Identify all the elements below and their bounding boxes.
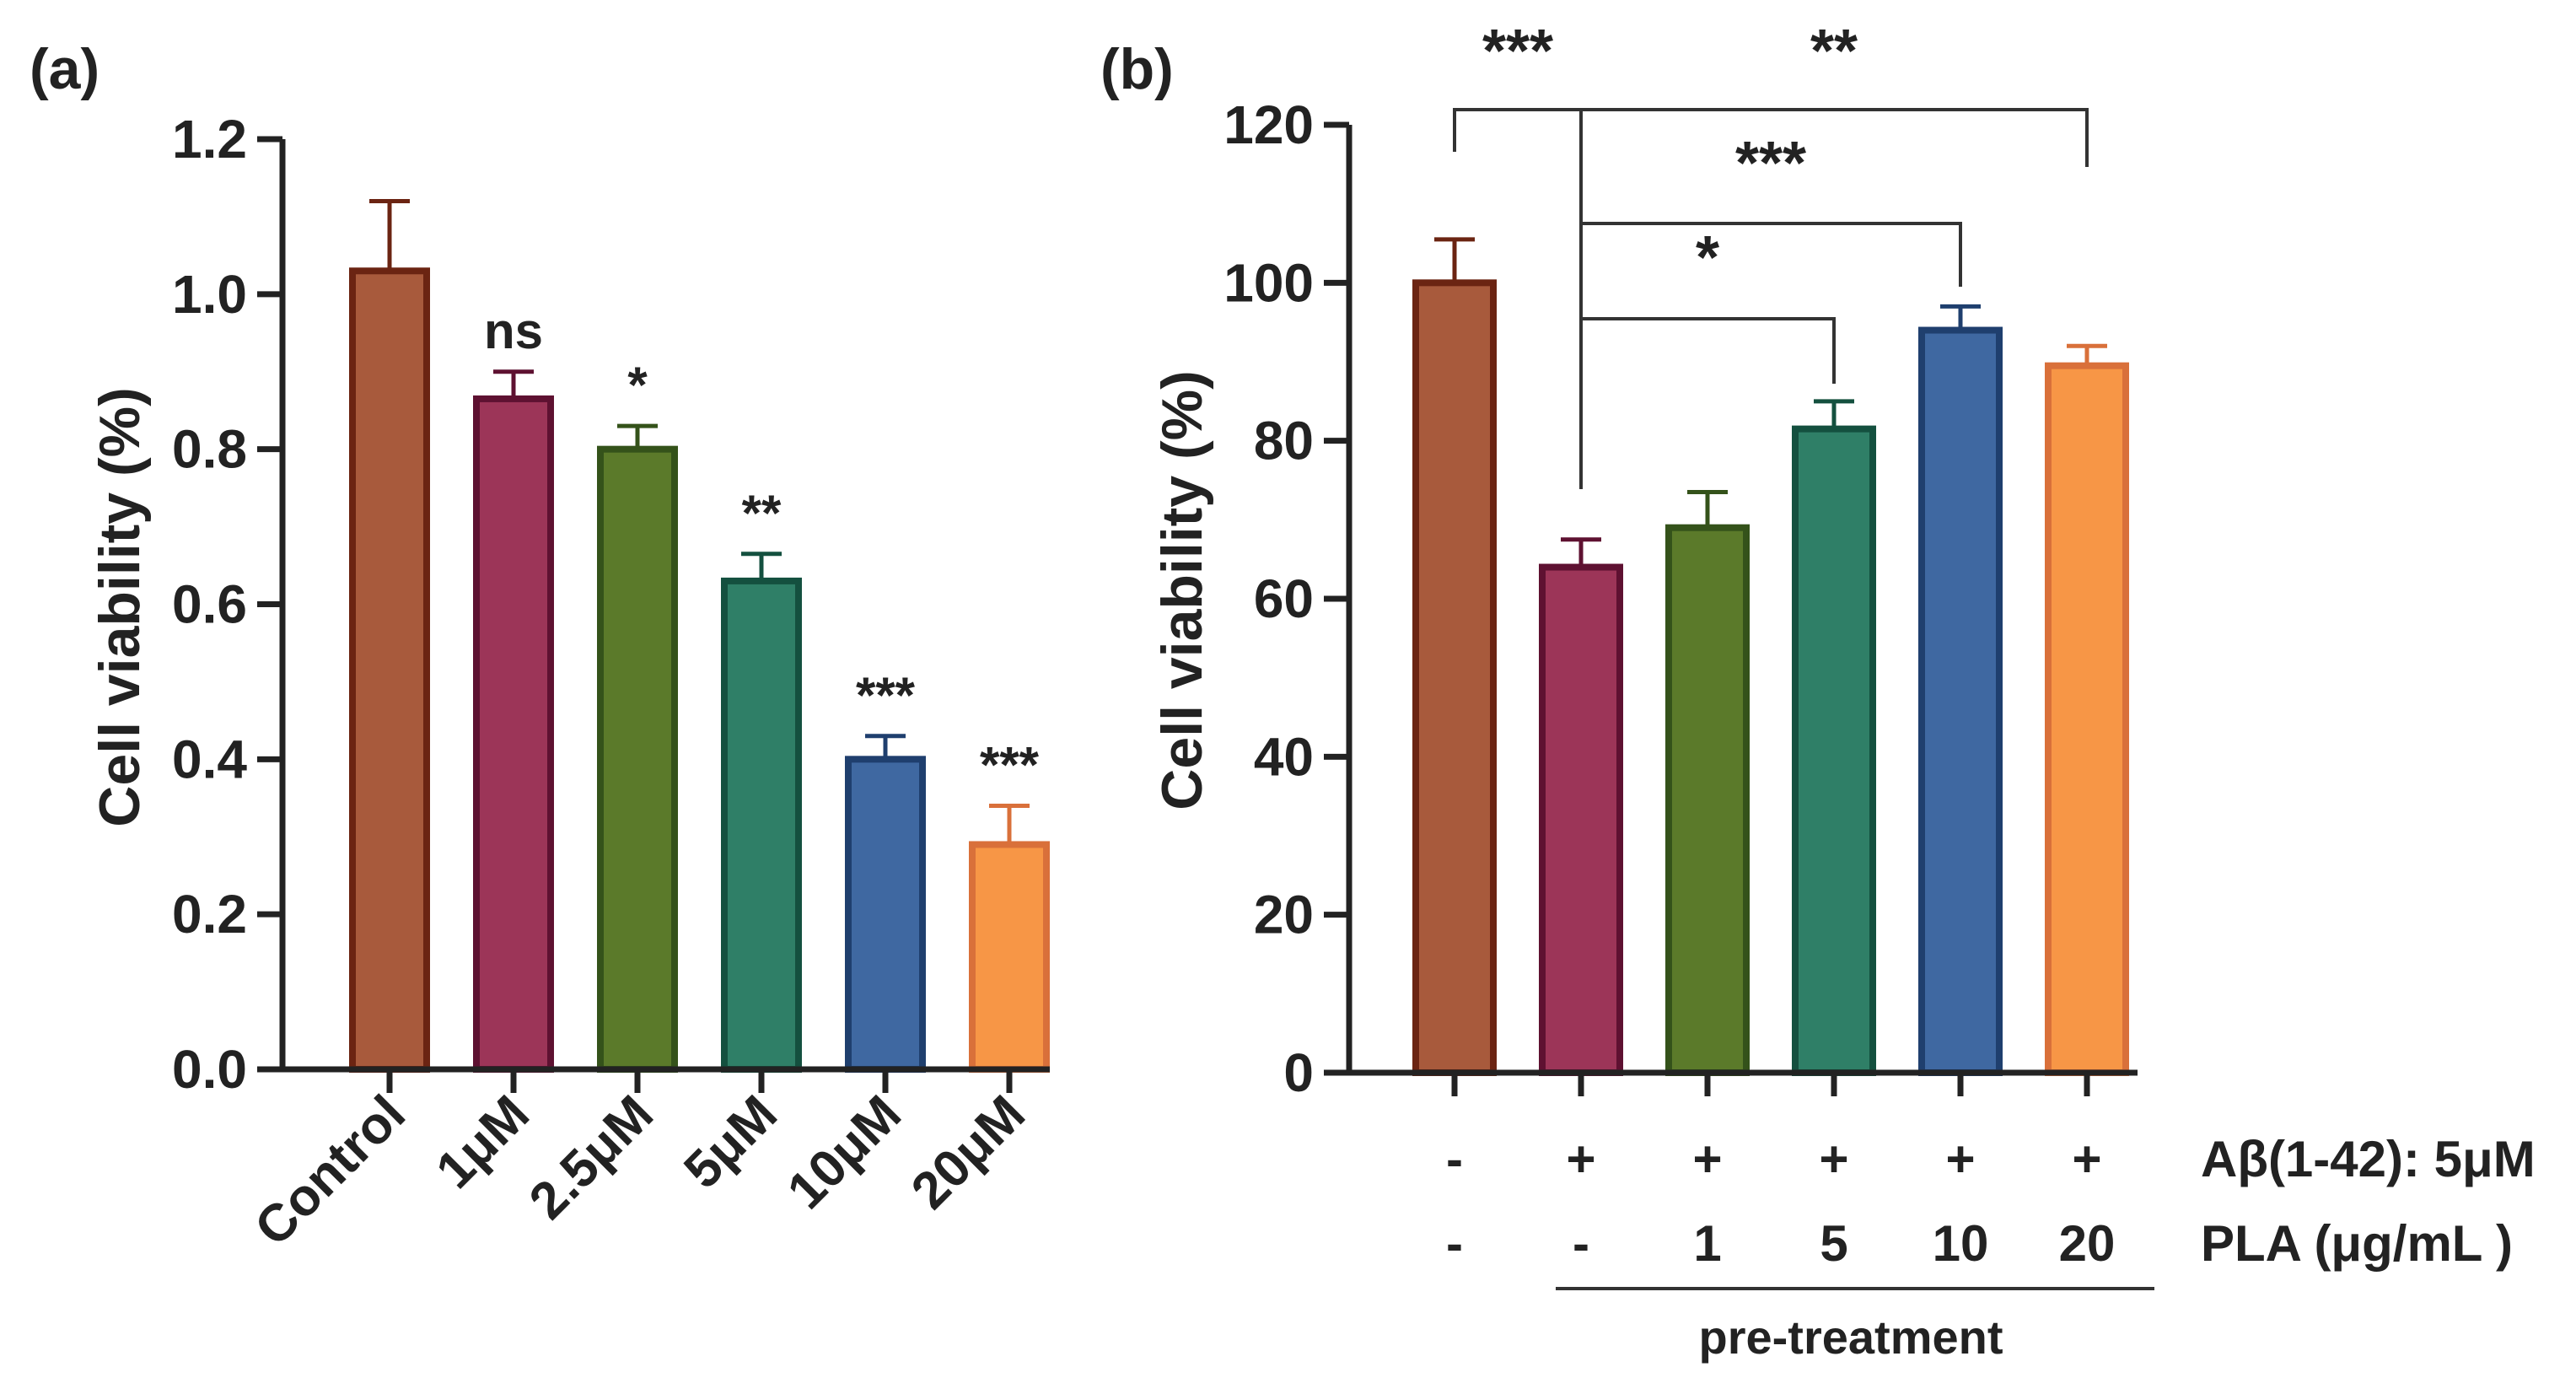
panel-a-y-axis-label: Cell viability (%): [88, 387, 152, 826]
a-y-tick-label: 0.2: [172, 884, 247, 945]
panel-a-category-label: 1μM: [425, 1085, 540, 1200]
panel-b-condition-value: +: [1945, 1131, 1975, 1187]
panel-a-category-label: 2.5μM: [519, 1085, 664, 1230]
b-bar: [1792, 425, 1876, 1077]
panel-b-condition-value: +: [2072, 1131, 2101, 1187]
panel-b-comparison-bracket: [1579, 108, 2089, 167]
a-bar: [969, 841, 1050, 1073]
a-y-tick-label: 0.4: [172, 729, 247, 789]
panel-a-chart: (a) Cell viability (%) 0.0 0.2 0.4 0.6 0.8 1.…: [30, 37, 1050, 1257]
b-bar: [1539, 563, 1623, 1076]
panel-b-condition-value: 10: [1933, 1215, 1989, 1272]
a-y-tick-label: 0.6: [172, 574, 247, 635]
panel-a-label: (a): [30, 37, 99, 101]
panel-a-significance-label: **: [742, 485, 782, 541]
panel-b-condition-value: +: [1692, 1131, 1722, 1187]
pre-treatment-label: pre-treatment: [1699, 1311, 2003, 1364]
panel-b-condition-value: 20: [2059, 1215, 2116, 1272]
a-bar: [721, 577, 802, 1073]
a-y-tick-label: 0.8: [172, 419, 247, 480]
panel-b-condition-label: Aβ(1-42): 5μM: [2201, 1131, 2536, 1187]
panel-a-category-label: 10μM: [777, 1085, 912, 1220]
panel-a-category-label: 20μM: [901, 1085, 1036, 1220]
panel-a-significance-label: ns: [484, 303, 543, 359]
panel-b-condition-value: 1: [1693, 1215, 1721, 1272]
panel-b-comparison-bracket: [1579, 222, 1962, 287]
a-bar: [845, 756, 926, 1073]
panel-b-label: (b): [1100, 37, 1174, 101]
b-y-tick-label: 120: [1223, 94, 1314, 155]
panel-b-y-axis-label: Cell viability (%): [1150, 370, 1214, 810]
b-y-tick-label: 100: [1223, 252, 1314, 313]
panel-b-condition-value: -: [1573, 1215, 1589, 1272]
panel-b-condition-label: PLA (μg/mL ): [2201, 1215, 2513, 1272]
b-y-tick-label: 60: [1254, 568, 1314, 629]
panel-b-significance-label: ***: [1735, 130, 1806, 197]
panel-b-comparison-bracket: [1579, 317, 1836, 384]
panel-b-condition-value: +: [1819, 1131, 1848, 1187]
panel-a-category-label: Control: [244, 1085, 417, 1257]
panel-b-significance-label: **: [1810, 18, 1858, 85]
a-bar: [597, 445, 678, 1073]
a-y-tick-label: 1.2: [172, 109, 247, 170]
panel-a-category-label: 5μM: [673, 1085, 788, 1200]
panel-b-condition-value: 5: [1820, 1215, 1847, 1272]
b-bar: [2045, 362, 2129, 1076]
a-y-tick-label: 1.0: [172, 264, 247, 325]
panel-a-significance-label: *: [627, 357, 648, 413]
panel-a-significance-label: ***: [856, 667, 916, 724]
a-bar: [349, 267, 430, 1073]
b-bar: [1918, 326, 2003, 1076]
b-y-tick-label: 0: [1283, 1042, 1314, 1103]
panel-b-condition-value: -: [1446, 1131, 1463, 1187]
b-bar: [1665, 524, 1750, 1076]
b-y-tick-label: 80: [1254, 411, 1314, 471]
a-bar: [473, 395, 554, 1073]
b-y-tick-label: 20: [1254, 885, 1314, 945]
b-y-tick-label: 40: [1254, 726, 1314, 787]
panel-b-significance-label: *: [1696, 224, 1719, 292]
panel-a-significance-label: ***: [980, 736, 1040, 793]
panel-b-significance-label: ***: [1482, 18, 1553, 85]
panel-b-condition-value: -: [1446, 1215, 1463, 1272]
a-y-tick-label: 0.0: [172, 1039, 247, 1100]
b-bar: [1412, 279, 1497, 1077]
panel-b-condition-value: +: [1566, 1131, 1595, 1187]
